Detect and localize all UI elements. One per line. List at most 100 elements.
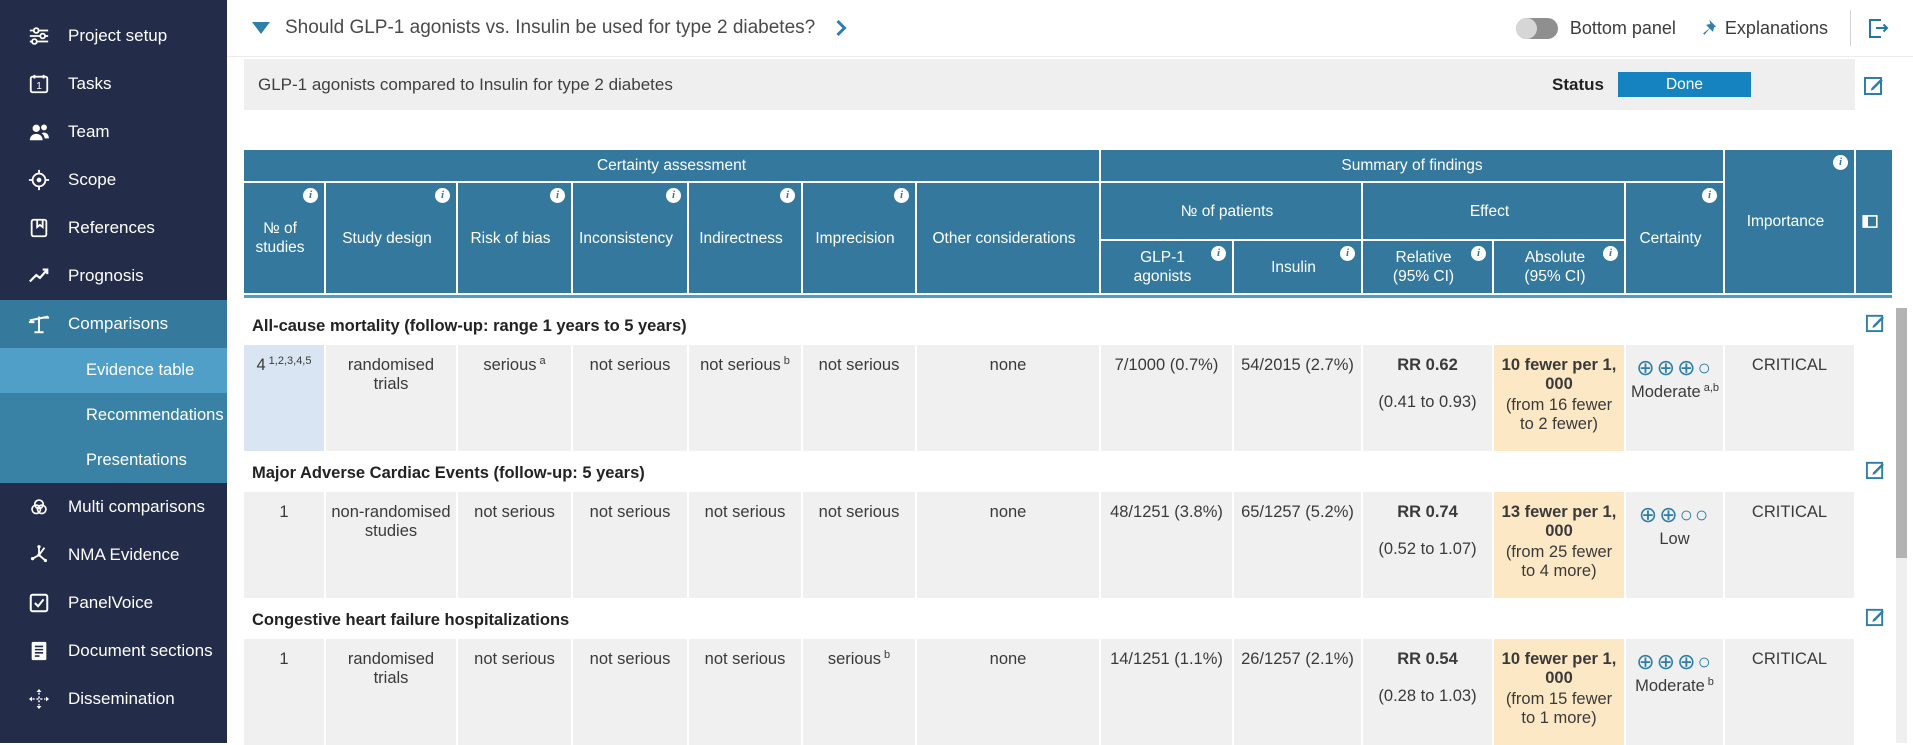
cell-insulin-patients[interactable]: 54/2015 (2.7%)	[1234, 345, 1361, 451]
sidebar-item-scope[interactable]: Scope	[0, 156, 227, 204]
cell-imprecision[interactable]: serious b	[803, 639, 915, 745]
cell-glp1-patients[interactable]: 7/1000 (0.7%)	[1101, 345, 1232, 451]
sidebar-item-references[interactable]: References	[0, 204, 227, 252]
info-icon[interactable]: i	[1211, 246, 1226, 261]
cell-relative-effect[interactable]: RR 0.74 (0.52 to 1.07)	[1363, 492, 1492, 598]
edit-outcome-icon[interactable]	[1865, 606, 1886, 627]
column-settings-button[interactable]	[1856, 150, 1892, 293]
edit-status-icon[interactable]	[1855, 59, 1892, 110]
outcome-row: 4 1,2,3,4,5 randomised trials serious a no…	[244, 345, 1892, 451]
nma-network-icon	[26, 544, 52, 566]
cell-no-of-studies[interactable]: 1	[244, 639, 324, 745]
sidebar-item-nma-evidence[interactable]: NMA Evidence	[0, 531, 227, 579]
cell-insulin-patients[interactable]: 26/1257 (2.1%)	[1234, 639, 1361, 745]
cell-glp1-patients[interactable]: 14/1251 (1.1%)	[1101, 639, 1232, 745]
sidebar-subitem-evidence-table[interactable]: Evidence table	[0, 348, 227, 393]
cell-imprecision[interactable]: not serious	[803, 345, 915, 451]
info-icon[interactable]: i	[1702, 188, 1717, 203]
cell-absolute-effect[interactable]: 13 fewer per 1,000 (from 25 fewer to 4 mo…	[1494, 492, 1624, 598]
cell-no-of-studies[interactable]: 4 1,2,3,4,5	[244, 345, 324, 451]
cell-indirectness[interactable]: not serious b	[689, 345, 801, 451]
cell-indirectness[interactable]: not serious	[689, 639, 801, 745]
info-icon[interactable]: i	[1603, 246, 1618, 261]
panelvoice-checkbox-icon	[26, 592, 52, 614]
collapse-question-icon[interactable]	[252, 22, 270, 34]
cell-indirectness[interactable]: not serious	[689, 492, 801, 598]
cell-absolute-effect[interactable]: 10 fewer per 1,000 (from 15 fewer to 1 mo…	[1494, 639, 1624, 745]
cell-certainty[interactable]: ⊕⊕○○ Low	[1626, 492, 1723, 598]
cell-certainty[interactable]: ⊕⊕⊕○ Moderate a,b	[1626, 345, 1723, 451]
info-icon[interactable]: i	[1340, 246, 1355, 261]
explanations-label: Explanations	[1724, 17, 1828, 38]
info-icon[interactable]: i	[1833, 155, 1848, 170]
cell-study-design[interactable]: randomised trials	[326, 345, 456, 451]
cell-other-considerations[interactable]: none	[917, 639, 1099, 745]
vertical-scrollbar[interactable]	[1896, 308, 1907, 743]
cell-importance[interactable]: CRITICAL	[1725, 492, 1854, 598]
export-button[interactable]	[1851, 16, 1905, 40]
edit-outcome-icon[interactable]	[1865, 312, 1886, 333]
sidebar-item-dissemination[interactable]: Dissemination	[0, 675, 227, 723]
sidebar-item-prognosis[interactable]: Prognosis	[0, 252, 227, 300]
info-icon[interactable]: i	[1471, 246, 1486, 261]
sidebar-item-tasks[interactable]: 1 Tasks	[0, 60, 227, 108]
cell-relative-effect[interactable]: RR 0.54 (0.28 to 1.03)	[1363, 639, 1492, 745]
cell-importance[interactable]: CRITICAL	[1725, 639, 1854, 745]
cell-risk-of-bias[interactable]: not serious	[458, 639, 571, 745]
cell-imprecision[interactable]: not serious	[803, 492, 915, 598]
cell-other-considerations[interactable]: none	[917, 345, 1099, 451]
header-certainty-assessment: Certainty assessment	[244, 150, 1099, 181]
sidebar-item-document-sections[interactable]: Document sections	[0, 627, 227, 675]
cell-absolute-effect[interactable]: 10 fewer per 1,000 (from 16 fewer to 2 fe…	[1494, 345, 1624, 451]
status-done-button[interactable]: Done	[1618, 72, 1751, 97]
cell-glp1-patients[interactable]: 48/1251 (3.8%)	[1101, 492, 1232, 598]
header-other-considerations: Other considerations	[917, 183, 1099, 293]
cell-other-considerations[interactable]: none	[917, 492, 1099, 598]
sidebar-item-project-setup[interactable]: Project setup	[0, 12, 227, 60]
header-certainty: i Certainty	[1626, 183, 1723, 293]
bottom-panel-label[interactable]: Bottom panel	[1569, 17, 1676, 38]
prognosis-trend-icon	[26, 265, 52, 287]
cell-inconsistency[interactable]: not serious	[573, 345, 687, 451]
cell-no-of-studies[interactable]: 1	[244, 492, 324, 598]
header-risk-of-bias: i Risk of bias	[458, 183, 571, 293]
cell-inconsistency[interactable]: not serious	[573, 639, 687, 745]
header-insulin: i Insulin	[1234, 241, 1361, 293]
team-icon	[26, 121, 52, 143]
cell-risk-of-bias[interactable]: not serious	[458, 492, 571, 598]
outcome-row: 1 randomised trials not serious not seri…	[244, 639, 1892, 745]
header-no-of-patients: № of patients	[1101, 183, 1361, 239]
cell-relative-effect[interactable]: RR 0.62 (0.41 to 0.93)	[1363, 345, 1492, 451]
outcome-row: 1 non-randomised studies not serious not…	[244, 492, 1892, 598]
cell-insulin-patients[interactable]: 65/1257 (5.2%)	[1234, 492, 1361, 598]
edit-outcome-icon[interactable]	[1865, 459, 1886, 480]
sidebar-item-team[interactable]: Team	[0, 108, 227, 156]
bottom-panel-toggle[interactable]	[1515, 17, 1558, 39]
open-question-chevron-icon[interactable]	[835, 19, 848, 37]
scrollbar-thumb[interactable]	[1896, 308, 1907, 558]
info-icon[interactable]: i	[435, 188, 450, 203]
sidebar-item-comparisons[interactable]: Comparisons	[0, 300, 227, 348]
evidence-table: Certainty assessment Summary of findings…	[244, 150, 1892, 745]
header-indirectness: i Indirectness	[689, 183, 801, 293]
multi-comparisons-venn-icon	[26, 496, 52, 518]
info-icon[interactable]: i	[780, 188, 795, 203]
sidebar-item-panelvoice[interactable]: PanelVoice	[0, 579, 227, 627]
explanations-button[interactable]: Explanations	[1698, 18, 1846, 39]
info-icon[interactable]: i	[303, 188, 318, 203]
certainty-rating-icon: ⊕⊕⊕○	[1636, 355, 1713, 380]
cell-risk-of-bias[interactable]: serious a	[458, 345, 571, 451]
sidebar-subitem-recommendations[interactable]: Recommendations	[0, 393, 227, 438]
tasks-calendar-icon: 1	[26, 73, 52, 95]
sidebar-item-multi-comparisons[interactable]: Multi comparisons	[0, 483, 227, 531]
sidebar-subitem-presentations[interactable]: Presentations	[0, 438, 227, 483]
cell-certainty[interactable]: ⊕⊕⊕○ Moderate b	[1626, 639, 1723, 745]
cell-study-design[interactable]: non-randomised studies	[326, 492, 456, 598]
question-topbar: Should GLP-1 agonists vs. Insulin be use…	[227, 0, 1913, 57]
cell-importance[interactable]: CRITICAL	[1725, 345, 1854, 451]
info-icon[interactable]: i	[550, 188, 565, 203]
info-icon[interactable]: i	[666, 188, 681, 203]
info-icon[interactable]: i	[894, 188, 909, 203]
cell-inconsistency[interactable]: not serious	[573, 492, 687, 598]
cell-study-design[interactable]: randomised trials	[326, 639, 456, 745]
